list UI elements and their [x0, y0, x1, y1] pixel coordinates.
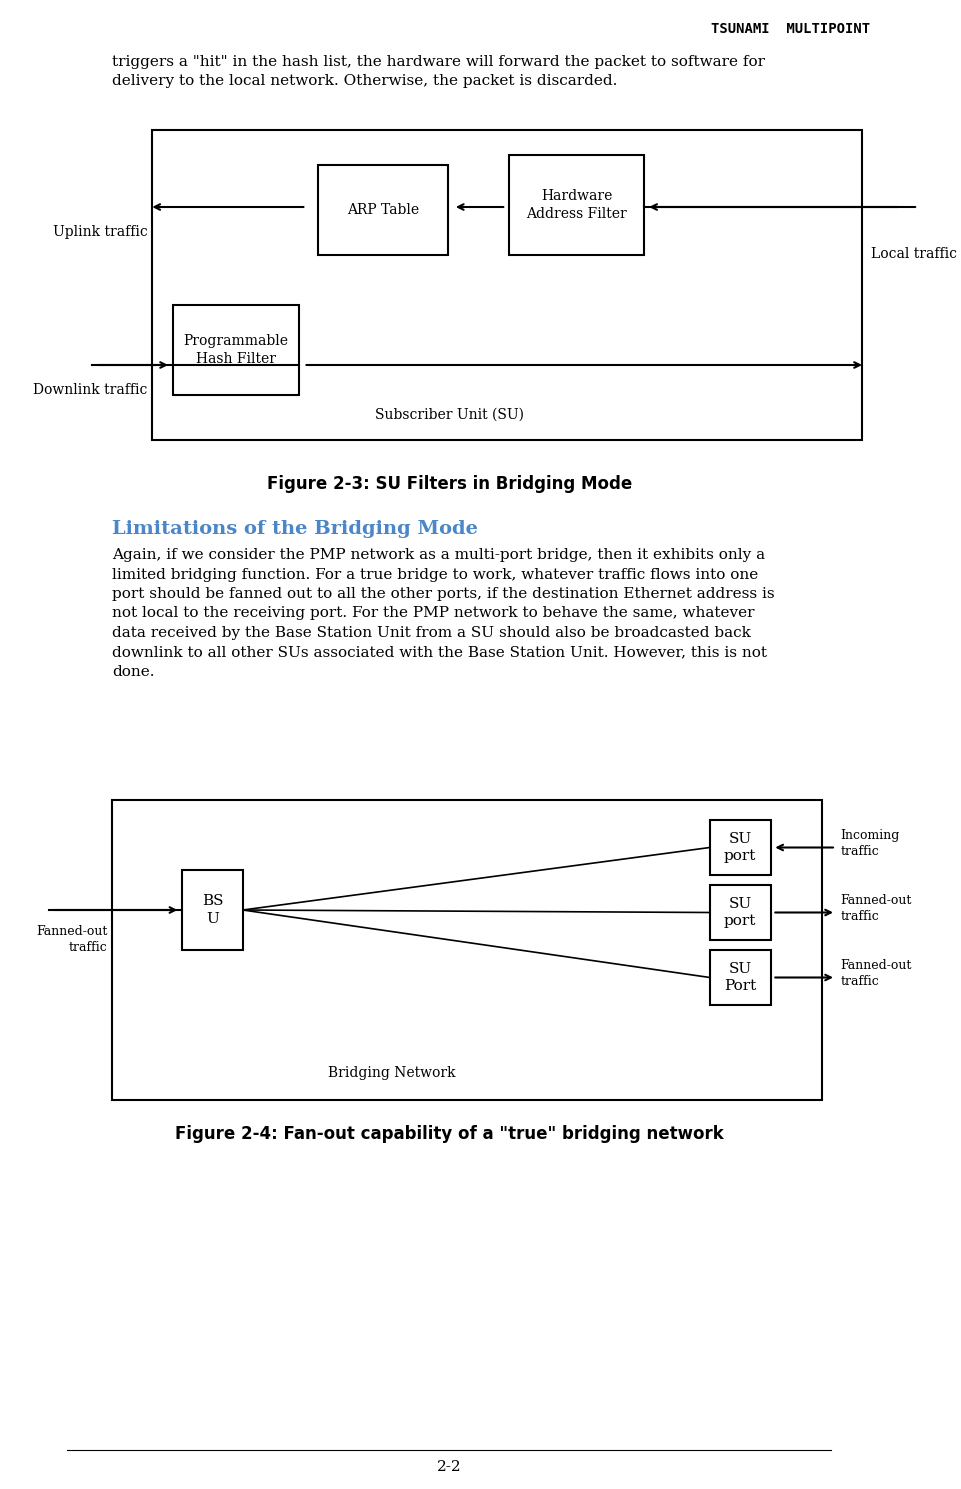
- Bar: [709, 820, 770, 876]
- Text: Bridging Network: Bridging Network: [328, 1066, 456, 1080]
- Text: triggers a "hit" in the hash list, the hardware will forward the packet to softw: triggers a "hit" in the hash list, the h…: [112, 55, 764, 88]
- Text: BS
U: BS U: [202, 895, 223, 926]
- Bar: [709, 950, 770, 1005]
- Text: Fanned-out
traffic: Fanned-out traffic: [36, 925, 108, 954]
- Text: Figure 2-3: SU Filters in Bridging Mode: Figure 2-3: SU Filters in Bridging Mode: [266, 475, 631, 493]
- Text: Incoming
traffic: Incoming traffic: [840, 829, 899, 858]
- Bar: [317, 165, 448, 255]
- Text: Fanned-out
traffic: Fanned-out traffic: [840, 959, 911, 989]
- Bar: [709, 884, 770, 940]
- Text: Fanned-out
traffic: Fanned-out traffic: [840, 893, 911, 923]
- Text: SU
port: SU port: [724, 832, 755, 864]
- Text: Again, if we consider the PMP network as a multi-port bridge, then it exhibits o: Again, if we consider the PMP network as…: [112, 548, 774, 679]
- Bar: [112, 800, 821, 1100]
- Text: Local traffic: Local traffic: [871, 247, 956, 261]
- Bar: [508, 155, 644, 255]
- Text: Programmable
Hash Filter: Programmable Hash Filter: [184, 334, 288, 366]
- Text: 2-2: 2-2: [436, 1461, 461, 1474]
- Text: SU
Port: SU Port: [724, 962, 755, 993]
- Text: Figure 2-4: Fan-out capability of a "true" bridging network: Figure 2-4: Fan-out capability of a "tru…: [175, 1126, 723, 1144]
- Text: Downlink traffic: Downlink traffic: [34, 383, 147, 398]
- Text: Uplink traffic: Uplink traffic: [53, 225, 147, 240]
- Text: Subscriber Unit (SU): Subscriber Unit (SU): [375, 408, 523, 421]
- Text: TSUNAMI  MULTIPOINT: TSUNAMI MULTIPOINT: [710, 22, 870, 36]
- Bar: [173, 305, 299, 395]
- Text: Hardware
Address Filter: Hardware Address Filter: [526, 189, 627, 222]
- Text: Limitations of the Bridging Mode: Limitations of the Bridging Mode: [112, 520, 478, 538]
- Bar: [182, 870, 242, 950]
- Bar: [152, 130, 861, 441]
- Text: SU
port: SU port: [724, 896, 755, 928]
- Text: ARP Table: ARP Table: [347, 203, 419, 217]
